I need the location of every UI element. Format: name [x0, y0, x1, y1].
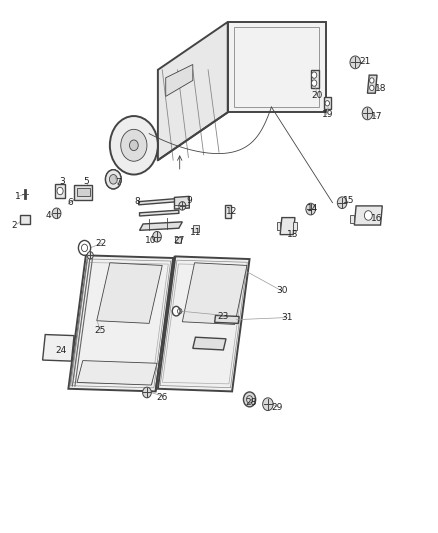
Circle shape [57, 187, 63, 195]
Polygon shape [280, 217, 295, 235]
Circle shape [110, 174, 117, 184]
Text: 7: 7 [115, 178, 120, 187]
Polygon shape [175, 237, 180, 243]
Text: 29: 29 [272, 403, 283, 413]
Circle shape [337, 197, 347, 208]
Polygon shape [193, 225, 199, 232]
Text: 22: 22 [95, 239, 107, 248]
Circle shape [121, 130, 147, 161]
Text: 25: 25 [95, 326, 106, 335]
Polygon shape [174, 196, 189, 209]
Text: 9: 9 [187, 196, 192, 205]
Polygon shape [193, 337, 226, 350]
Text: 3: 3 [59, 177, 65, 186]
Text: 11: 11 [190, 228, 201, 237]
Polygon shape [42, 335, 74, 361]
Text: 30: 30 [276, 286, 288, 295]
Circle shape [78, 240, 91, 255]
Polygon shape [140, 210, 179, 216]
Circle shape [350, 56, 360, 69]
Text: 12: 12 [226, 207, 238, 216]
Polygon shape [139, 198, 178, 205]
Circle shape [110, 116, 158, 174]
Text: 31: 31 [281, 313, 293, 322]
Circle shape [52, 208, 61, 219]
Polygon shape [158, 256, 250, 391]
Text: 2: 2 [12, 221, 18, 230]
Polygon shape [228, 22, 326, 112]
Circle shape [143, 387, 151, 398]
Text: 14: 14 [307, 204, 318, 213]
Text: 28: 28 [246, 398, 257, 407]
Circle shape [110, 174, 117, 184]
Circle shape [370, 78, 374, 83]
Polygon shape [350, 215, 354, 223]
Polygon shape [225, 205, 231, 217]
Circle shape [362, 107, 373, 120]
Polygon shape [215, 316, 239, 324]
Circle shape [106, 169, 121, 189]
Circle shape [87, 252, 93, 259]
Polygon shape [55, 183, 65, 198]
Text: 24: 24 [55, 346, 67, 355]
Polygon shape [77, 361, 157, 385]
Circle shape [152, 231, 161, 242]
Circle shape [325, 101, 329, 106]
Text: 5: 5 [83, 177, 89, 186]
Polygon shape [311, 70, 318, 88]
Text: 19: 19 [321, 110, 333, 119]
Circle shape [130, 140, 138, 151]
Text: 23: 23 [218, 312, 229, 321]
Circle shape [306, 203, 315, 215]
Text: 20: 20 [311, 91, 322, 100]
Polygon shape [20, 215, 29, 224]
Circle shape [244, 392, 256, 407]
Text: 6: 6 [68, 198, 74, 207]
Polygon shape [158, 22, 228, 160]
Circle shape [370, 85, 374, 91]
Text: 21: 21 [360, 57, 371, 66]
Polygon shape [354, 206, 382, 225]
Circle shape [179, 201, 186, 210]
Text: 26: 26 [156, 393, 168, 402]
Polygon shape [97, 263, 162, 324]
Circle shape [263, 398, 273, 410]
Circle shape [311, 80, 317, 86]
Text: 15: 15 [343, 196, 354, 205]
Circle shape [106, 169, 121, 189]
Polygon shape [166, 64, 193, 96]
Text: 1: 1 [15, 192, 21, 201]
Circle shape [364, 211, 372, 220]
Polygon shape [277, 222, 280, 230]
Polygon shape [140, 222, 182, 230]
Text: 16: 16 [371, 214, 383, 223]
Text: 4: 4 [46, 212, 52, 221]
Polygon shape [367, 75, 377, 93]
Polygon shape [324, 98, 331, 109]
Polygon shape [182, 263, 247, 325]
Polygon shape [68, 255, 173, 391]
Text: 8: 8 [134, 197, 140, 206]
Circle shape [172, 306, 180, 316]
Text: 18: 18 [375, 84, 386, 93]
Circle shape [311, 72, 317, 78]
Text: 10: 10 [145, 237, 156, 246]
Polygon shape [74, 184, 92, 199]
Polygon shape [77, 188, 90, 196]
Text: 13: 13 [286, 230, 298, 239]
Text: 27: 27 [173, 237, 184, 246]
Text: 17: 17 [371, 112, 383, 121]
Polygon shape [293, 222, 297, 230]
